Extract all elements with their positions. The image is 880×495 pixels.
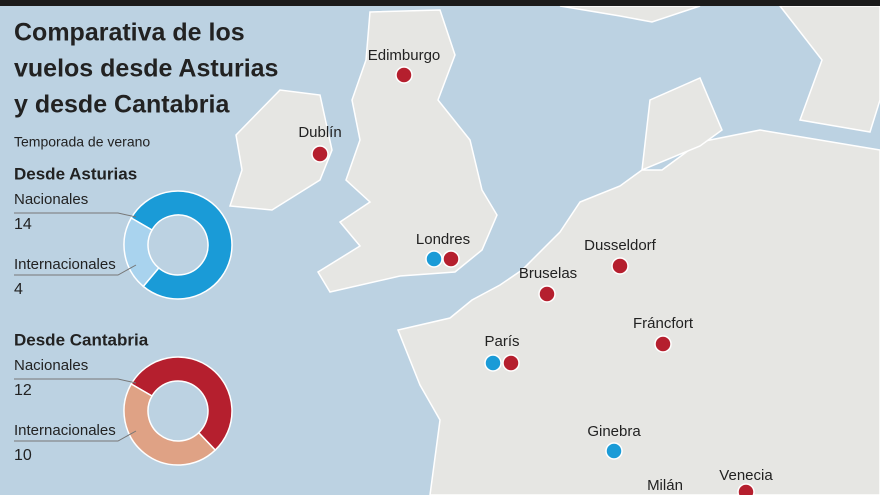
subtitle: Temporada de verano [14, 134, 150, 150]
value-label: 14 [14, 216, 32, 233]
value-label: 12 [14, 382, 32, 399]
category-label: Nacionales [14, 191, 88, 208]
city-label: Dusseldorf [584, 237, 657, 254]
city-label: Bruselas [519, 265, 577, 282]
leader-line [14, 264, 137, 276]
city-dot [395, 66, 413, 84]
category-label: Internacionales [14, 422, 116, 439]
value-label: 4 [14, 281, 23, 298]
sweden [778, 5, 880, 133]
donut-segment [123, 382, 217, 466]
title-block: Comparativa de los vuelos desde Asturias… [14, 19, 278, 150]
chart-title: Desde Asturias [14, 164, 137, 183]
donut-charts: Desde Asturias Nacionales 14 Internacionale… [14, 164, 233, 466]
great-britain [316, 9, 498, 293]
title-line: y desde Cantabria [14, 91, 230, 119]
city-dot [442, 250, 460, 268]
city-dot [425, 250, 443, 268]
denmark [641, 77, 723, 172]
category-label: Nacionales [14, 357, 88, 374]
donut-segment [130, 190, 233, 300]
title-line: vuelos desde Asturias [14, 55, 278, 83]
city-label: Fráncfort [633, 315, 694, 332]
city-label: París [484, 333, 519, 350]
city-dot [502, 354, 520, 372]
city-dot [311, 145, 329, 163]
city-label: Londres [416, 231, 470, 248]
continent [396, 129, 880, 495]
value-label: 10 [14, 447, 32, 464]
cities: Edimburgo Dublín Londres Dusseldorf Brus… [298, 47, 773, 495]
city-dot [654, 335, 672, 353]
city-dot [538, 285, 556, 303]
donut-segment [130, 356, 233, 452]
city-dot [484, 354, 502, 372]
city-dot [737, 483, 755, 495]
category-label: Internacionales [14, 256, 116, 273]
city-label: Milán [647, 477, 683, 494]
ireland [228, 89, 333, 211]
city-dot [611, 257, 629, 275]
leader-line [14, 378, 137, 384]
city-dot [605, 442, 623, 460]
chart-title: Desde Cantabria [14, 330, 149, 349]
city-label: Venecia [719, 467, 773, 484]
leader-line [14, 212, 137, 218]
city-label: Edimburgo [368, 47, 441, 64]
city-label: Ginebra [587, 423, 641, 440]
city-label: Dublín [298, 124, 341, 141]
title-line: Comparativa de los [14, 19, 245, 47]
leader-line [14, 430, 137, 442]
top-bar [0, 0, 880, 6]
